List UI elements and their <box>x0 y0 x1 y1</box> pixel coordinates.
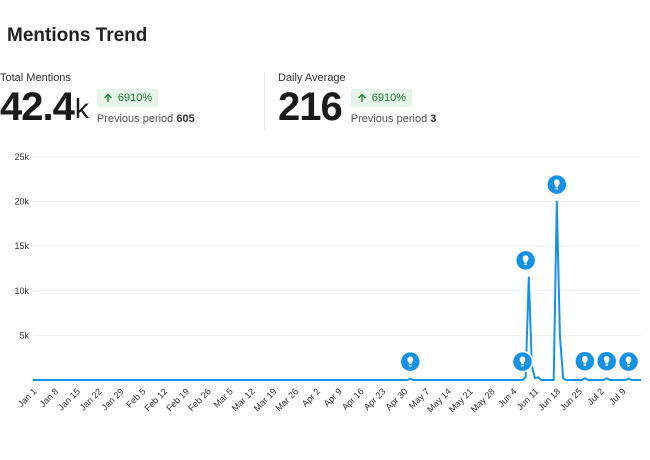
x-tick-label: Feb 26 <box>186 386 213 413</box>
x-tick-label: Mar 12 <box>230 386 257 413</box>
x-tick-label: Apr 2 <box>300 386 322 408</box>
total-change-badge: 6910% <box>96 89 159 107</box>
y-tick-label: 20k <box>14 197 29 207</box>
y-tick-label: 15k <box>14 241 29 251</box>
total-mentions-unit: k <box>74 93 89 124</box>
x-tick-label: Feb 12 <box>142 386 169 413</box>
x-tick-label: Feb 19 <box>164 386 191 413</box>
x-tick-label: Jun 25 <box>558 386 584 412</box>
arrow-up-icon <box>357 93 366 102</box>
lightbulb-icon <box>514 249 537 272</box>
lightbulb-icon <box>546 173 568 196</box>
daily-change-badge: 6910% <box>350 89 413 107</box>
arrow-up-icon <box>103 93 112 102</box>
x-tick-label: Apr 16 <box>340 386 366 412</box>
total-previous-value: 605 <box>176 113 195 125</box>
x-tick-label: Jan 1 <box>16 386 39 409</box>
x-tick-label: Jul 2 <box>585 386 606 407</box>
daily-previous-period: Previous period 3 <box>351 113 437 125</box>
page-title: Mentions Trend <box>7 25 148 46</box>
daily-change-value: 6910% <box>371 92 407 104</box>
total-mentions-metric: Total Mentions 42.4 k 6910% Previous per… <box>0 72 195 131</box>
daily-average-label: Daily Average <box>278 72 346 84</box>
x-tick-label: Jan 15 <box>56 386 82 412</box>
daily-previous-value: 3 <box>430 113 437 125</box>
x-tick-label: Mar 19 <box>252 386 279 413</box>
daily-average-metric: Daily Average 216 6910% Previous period … <box>278 72 436 127</box>
x-tick-label: Jun 11 <box>515 386 541 412</box>
total-mentions-label: Total Mentions <box>0 72 71 84</box>
total-previous-label: Previous period <box>96 113 174 125</box>
x-tick-label: Jan 22 <box>78 386 104 412</box>
metric-divider <box>264 72 265 130</box>
x-tick-label: Jan 29 <box>100 386 126 412</box>
total-mentions-value: 42.4 <box>0 85 75 129</box>
daily-average-value: 216 <box>278 85 343 129</box>
x-tick-label: Jul 9 <box>607 386 628 407</box>
lightbulb-icon <box>617 350 640 373</box>
daily-previous-label: Previous period <box>350 113 428 125</box>
lightbulb-icon <box>595 350 618 372</box>
y-tick-label: 5k <box>19 330 29 340</box>
y-tick-label: 25k <box>14 152 29 162</box>
x-tick-label: Apr 30 <box>384 386 410 412</box>
x-tick-label: Jun 18 <box>536 386 562 412</box>
lightbulb-icon <box>574 350 596 372</box>
total-previous-period: Previous period 605 <box>97 113 195 125</box>
x-tick-label: Mar 26 <box>273 386 300 413</box>
x-tick-label: May 28 <box>469 386 497 414</box>
y-tick-label: 10k <box>14 286 29 296</box>
lightbulb-icon <box>511 350 534 373</box>
x-tick-label: Apr 23 <box>362 386 388 412</box>
mentions-series-line <box>33 200 641 381</box>
lightbulb-icon <box>399 350 422 373</box>
total-change-value: 6910% <box>117 92 153 104</box>
